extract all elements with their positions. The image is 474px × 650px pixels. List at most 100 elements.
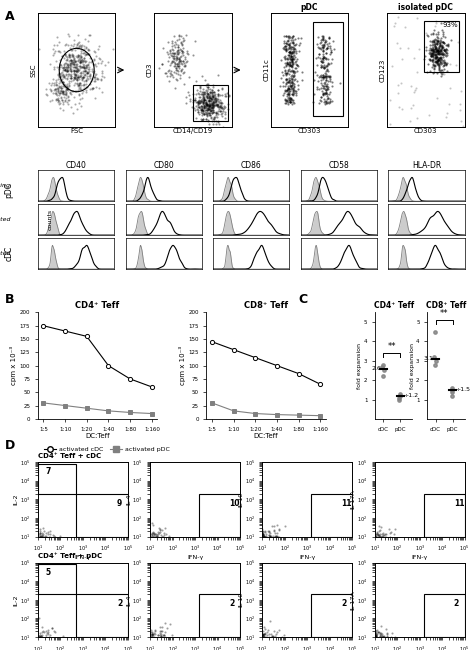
Point [253,644,260,650]
Point [258,640,265,650]
Point [359,548,366,558]
Point [263,645,270,650]
Point [279,636,286,646]
Point [135,540,143,551]
Point [37,635,45,645]
Point [245,537,253,547]
Point [143,625,151,635]
Point [254,532,262,542]
Point [20,643,28,650]
Point [116,642,123,650]
Point [136,538,143,549]
Point [141,544,149,554]
Point [372,538,380,548]
Point [137,528,145,539]
Point [432,29,439,40]
Point [367,525,374,536]
Point [367,545,374,556]
Point [367,644,375,650]
Point [17,534,24,545]
Point [41,543,48,554]
Point [29,541,37,551]
Point [157,543,165,553]
Point [443,49,451,60]
Point [66,43,74,53]
Point [267,536,274,547]
Point [51,84,59,94]
Point [360,649,367,650]
Point [37,533,45,543]
Point [161,637,169,647]
Point [144,536,151,547]
Point [87,69,94,79]
Point [139,623,147,633]
Point [33,541,41,552]
Point [144,533,152,543]
Point [138,636,146,646]
Point [38,637,46,647]
Point [357,546,365,556]
Point [371,538,379,548]
Point [349,631,356,642]
Point [253,628,260,638]
Point [128,538,136,548]
Point [126,543,133,553]
Point [443,47,450,58]
Point [257,527,265,538]
Point [258,633,265,644]
Point [362,634,369,644]
Point [136,636,144,646]
Point [360,636,367,647]
Point [129,636,137,647]
Point [22,637,29,647]
Point [259,526,266,536]
Point [46,84,54,94]
Point [364,629,371,640]
Point [363,543,371,553]
Point [367,541,374,552]
Point [359,541,366,551]
Point [23,638,31,649]
Point [42,545,50,556]
Point [138,540,146,550]
Point [357,635,365,645]
Point [360,530,367,541]
Point [245,528,253,539]
Point [144,643,151,650]
Point [244,540,251,550]
Point [35,613,43,623]
Point [44,634,52,644]
Point [32,529,40,539]
Point [32,535,39,545]
Point [249,535,256,545]
Point [125,637,132,647]
Point [259,630,266,641]
Point [144,634,152,645]
Point [214,105,221,116]
Point [129,630,137,640]
Point [27,531,35,541]
Point [246,539,253,549]
Point [148,629,155,639]
Point [134,540,141,550]
Point [27,536,34,547]
Point [137,547,145,557]
Point [355,523,363,533]
Point [130,637,137,647]
Point [252,635,259,645]
Point [138,540,146,550]
Point [288,56,296,66]
Point [175,48,182,58]
Point [138,533,146,543]
Point [21,633,29,644]
Point [23,538,30,549]
Point [25,647,32,650]
Point [122,638,129,648]
Point [12,638,20,649]
Point [349,527,357,538]
Point [285,75,292,86]
Point [77,51,85,61]
Point [369,533,377,543]
Point [146,542,154,552]
Point [165,633,173,644]
